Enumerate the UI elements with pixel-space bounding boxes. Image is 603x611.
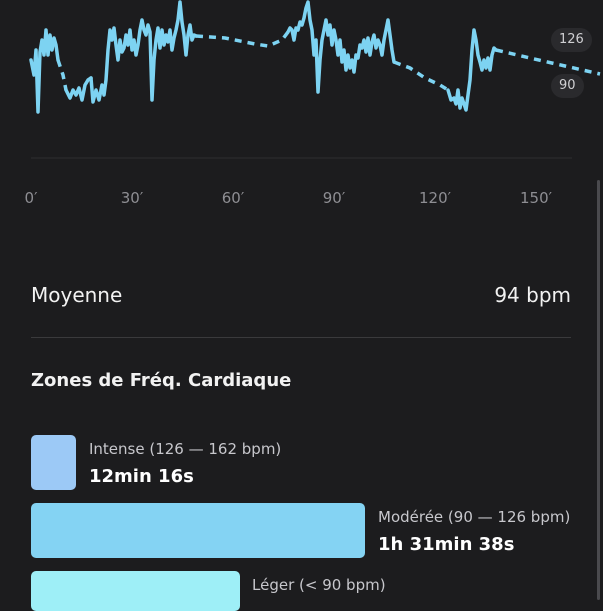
heart-rate-line-solid [64,76,93,102]
zone-bar-moderate [31,503,365,558]
zone-bar-intense [31,435,76,490]
zone-time-moderate: 1h 31min 38s [378,534,515,555]
divider [31,337,571,338]
zone-bar-light [31,571,240,611]
heart-rate-line-solid [89,0,198,104]
x-axis-label-120: 120′ [418,189,452,207]
zone-label-light: Léger (< 90 bpm) [252,576,386,594]
zone-label-moderate: Modérée (90 — 126 bpm) [378,508,571,526]
y-axis-label-90: 90 [551,74,584,98]
y-axis-label-126: 126 [551,28,592,52]
average-value: 94 bpm [494,283,571,307]
average-row: Moyenne 94 bpm [31,283,571,307]
heart-rate-line-dashed [495,48,601,76]
heart-rate-plot [29,0,601,159]
heart-rate-line-solid [286,0,396,94]
heart-rate-line-dashed [195,30,290,48]
zone-time-intense: 12min 16s [89,466,194,487]
x-axis-label-60: 60′ [221,189,245,207]
x-axis-label-30: 30′ [120,189,144,207]
heart-rate-line-solid [446,28,498,112]
heart-rate-line-dashed [393,60,449,92]
zones-title: Zones de Fréq. Cardiaque [31,370,292,391]
x-axis-label-150: 150′ [519,189,553,207]
heart-rate-line-solid [29,28,60,114]
scrollbar[interactable] [597,180,600,600]
heart-rate-chart: 126 90 0′ 30′ 60′ 90′ 120′ 150′ [0,0,603,220]
zone-label-intense: Intense (126 — 162 bpm) [89,440,282,458]
x-axis-label-90: 90′ [322,189,346,207]
average-label: Moyenne [31,283,123,307]
x-axis-label-0: 0′ [24,189,38,207]
heart-rate-line-dashed [56,59,68,91]
